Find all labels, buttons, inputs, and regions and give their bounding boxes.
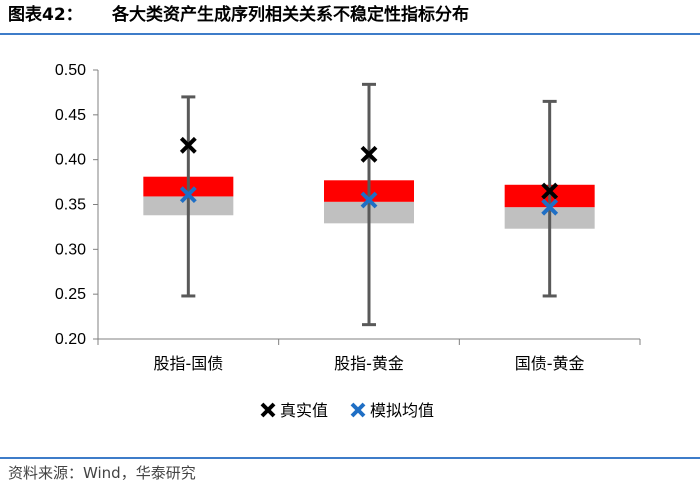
y-tick-label: 0.20 [55, 331, 86, 348]
simulated-mean-marker [179, 186, 197, 204]
y-tick-label: 0.40 [55, 152, 86, 169]
simulated-mean-marker-stroke-b [541, 198, 559, 216]
legend-actual-swatch [260, 402, 276, 418]
simulated-mean-marker-stroke-b [179, 186, 197, 204]
legend-simulated-swatch-stroke-b [350, 402, 366, 418]
actual-value-marker-stroke-b [179, 136, 197, 154]
figure-label: 图表42： [8, 5, 83, 25]
y-tick-label: 0.35 [55, 197, 86, 214]
box-group [143, 95, 234, 298]
simulated-mean-marker-stroke-b [360, 191, 378, 209]
box-group [504, 99, 595, 298]
legend-actual-swatch-stroke-b [260, 402, 276, 418]
legend-simulated-label: 模拟均值 [370, 401, 434, 420]
simulated-mean-marker [541, 198, 559, 216]
chart: 0.20 0.25 0.30 0.35 0.40 0.45 0.50 股指-国债 股指-黄金 国债… [55, 62, 641, 420]
footer-rule [0, 457, 700, 459]
x-category-label: 股指-国债 [153, 354, 223, 373]
actual-value-marker [179, 136, 197, 154]
figure-title: 各大类资产生成序列相关关系不稳定性指标分布 [112, 5, 469, 25]
x-category-label: 国债-黄金 [515, 354, 585, 373]
actual-value-marker-stroke-b [541, 182, 559, 200]
actual-value-marker [360, 145, 378, 163]
y-tick-label: 0.45 [55, 107, 86, 124]
legend-simulated-swatch [350, 402, 366, 418]
x-category-label: 股指-黄金 [334, 354, 404, 373]
y-tick-label: 0.50 [55, 62, 86, 79]
source-note: 资料来源：Wind，华泰研究 [8, 464, 196, 482]
y-tick-label: 0.25 [55, 286, 86, 303]
header-rule [0, 33, 700, 35]
box-group [324, 82, 414, 327]
actual-value-marker [541, 182, 559, 200]
actual-value-marker-stroke-b [360, 145, 378, 163]
figure-header: 图表42： 各大类资产生成序列相关关系不稳定性指标分布 [0, 0, 700, 34]
legend-actual-label: 真实值 [280, 401, 328, 420]
simulated-mean-marker [360, 191, 378, 209]
y-tick-label: 0.30 [55, 241, 86, 258]
